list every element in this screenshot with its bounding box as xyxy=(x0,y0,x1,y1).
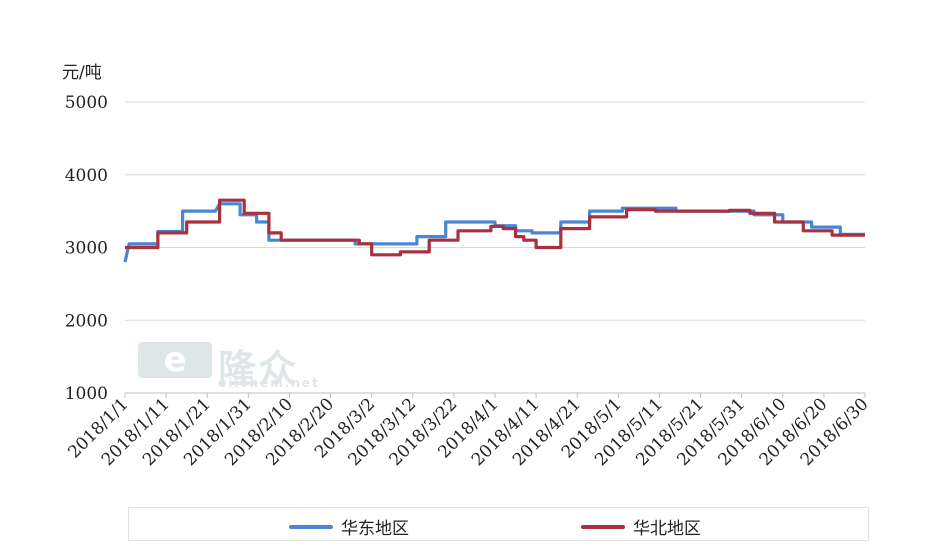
y-axis-unit-label: 元/吨 xyxy=(62,63,102,83)
watermark-logo: e 隆众 oilchem.net xyxy=(138,338,323,391)
legend-item-east: 华东地区 xyxy=(289,514,409,539)
chart-legend: 华东地区 华北地区 xyxy=(128,507,869,541)
legend-swatch-north xyxy=(581,524,625,529)
legend-item-north: 华北地区 xyxy=(581,514,701,539)
legend-label-east: 华东地区 xyxy=(341,519,409,539)
y-tick-label-4000: 4000 xyxy=(65,166,108,186)
legend-swatch-east xyxy=(289,524,333,529)
y-tick-label-3000: 3000 xyxy=(65,239,108,259)
watermark-chinese-text: 隆众 xyxy=(218,347,299,391)
watermark-e-mark: e xyxy=(138,342,212,378)
y-tick-label-5000: 5000 xyxy=(65,93,108,113)
y-tick-label-2000: 2000 xyxy=(65,311,108,331)
watermark-url: oilchem.net xyxy=(218,376,320,390)
legend-label-north: 华北地区 xyxy=(633,519,701,539)
series-line-north xyxy=(125,198,865,257)
y-tick-label-1000: 1000 xyxy=(65,384,108,404)
